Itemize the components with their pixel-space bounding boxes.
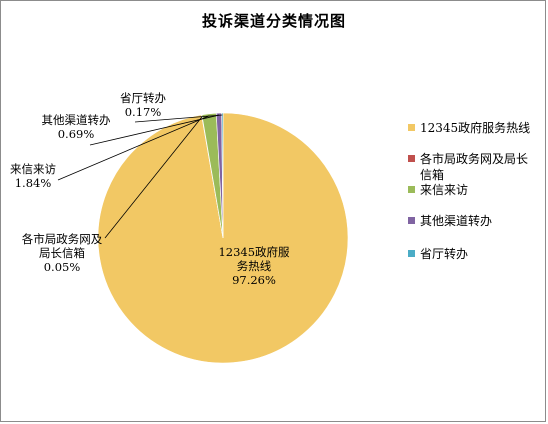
data-label-4: 0.17% [125,105,162,119]
legend-swatch-2 [408,186,415,193]
category-label-0: 12345政府服 [218,245,290,259]
data-label-3: 0.69% [58,127,95,141]
legend-swatch-4 [408,250,415,257]
legend-label-4: 省厅转办 [420,247,469,261]
data-label-2: 1.84% [15,176,52,190]
category-label-0: 务热线 [237,259,272,273]
category-label-1: 局长信箱 [39,246,85,260]
legend-swatch-0 [408,124,415,131]
category-label-4: 省厅转办 [120,91,166,105]
category-label-2: 来信来访 [10,162,56,176]
leader-line-1 [104,116,203,239]
data-label-0: 97.26% [232,273,276,287]
data-label-1: 0.05% [44,260,81,274]
category-label-1: 各市局政务网及 [22,232,103,246]
legend-label-0: 12345政府服务热线 [420,121,531,135]
leader-line-4 [134,114,223,123]
pie-slice-4 [221,112,224,239]
legend-label-2: 来信来访 [420,183,469,197]
category-label-3: 其他渠道转办 [42,113,111,127]
legend-label-1: 各市局政务网及局长 信箱 [420,152,529,182]
legend-swatch-1 [408,155,415,162]
chart-title: 投诉渠道分类情况图 [201,12,346,30]
leader-line-2 [57,115,210,181]
legend-swatch-3 [408,217,415,224]
legend-label-3: 其他渠道转办 [420,214,493,228]
leader-line-3 [89,114,220,146]
